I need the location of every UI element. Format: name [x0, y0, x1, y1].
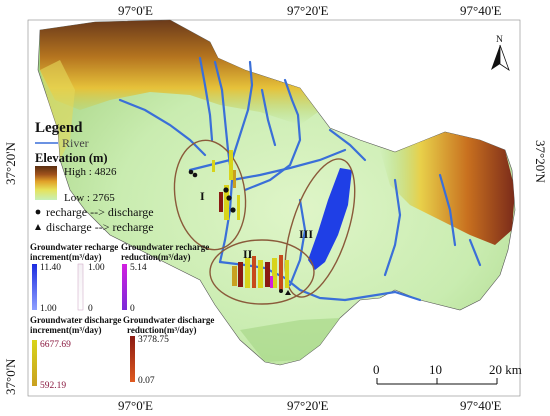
- scale-bar: 0 10 20 km: [373, 362, 522, 385]
- map-frame: [27, 19, 521, 397]
- scale-label-10: 10: [429, 362, 442, 377]
- north-arrow-icon: N: [491, 35, 510, 72]
- coord-top-3: 97°40'E: [460, 3, 502, 18]
- cb4-max: 3778.75: [138, 335, 169, 345]
- cb2-title-2: reduction(m³/day): [121, 252, 191, 262]
- lake: [308, 168, 352, 270]
- coord-top-1: 97°0'E: [118, 3, 153, 18]
- zone-1-bars: [212, 150, 240, 220]
- elevation-low: Low : 2765: [64, 192, 115, 204]
- cb1-min-b: 0: [88, 304, 93, 314]
- legend-recharge-discharge: recharge --> discharge: [46, 205, 154, 219]
- colorbar-discharge-increment: Groundwater discharge increment(m³/day) …: [30, 315, 121, 391]
- cb4-title-2: reduction(m³/day): [127, 325, 197, 335]
- cb4-title-1: Groundwater discharge: [123, 315, 214, 325]
- cb3-title-1: Groundwater discharge: [30, 315, 121, 325]
- cb3-min: 592.19: [40, 381, 66, 391]
- coord-right-1: 37°20'N: [533, 140, 548, 184]
- coord-left-1: 37°20'N: [3, 141, 18, 185]
- north-arrow-label: N: [496, 35, 503, 45]
- river-network: [118, 56, 482, 302]
- coord-top-2: 97°20'E: [287, 3, 329, 18]
- zone-2-label: II: [243, 247, 253, 261]
- legend-discharge-recharge: discharge --> recharge: [46, 220, 154, 234]
- recharge-discharge-marker-icon: [35, 209, 41, 215]
- cb2-bar: [122, 264, 127, 310]
- zone-2-bars: [232, 255, 289, 290]
- elevation-high: High : 4826: [64, 166, 117, 178]
- cb1-max-a: 11.40: [40, 263, 61, 273]
- coord-bottom-3: 97°40'E: [460, 398, 502, 413]
- zone-3-label: III: [299, 227, 313, 241]
- coordinate-labels: 97°0'E 97°20'E 97°40'E 97°0'E 97°20'E 97…: [3, 3, 548, 413]
- zone-2-outline: [209, 239, 315, 305]
- coord-bottom-1: 97°0'E: [118, 398, 153, 413]
- colorbar-recharge-reduction: Groundwater recharge reduction(m³/day) 5…: [121, 242, 209, 314]
- cb4-bar: [130, 336, 135, 382]
- cb1-blue-bar: [32, 264, 37, 310]
- zone-1-label: I: [200, 189, 205, 203]
- cb1-white-bar: [77, 263, 84, 311]
- cb2-title-1: Groundwater recharge: [121, 242, 209, 252]
- legend-river-label: River: [62, 136, 89, 150]
- basin-terrain: [37, 19, 516, 366]
- coord-bottom-2: 97°20'E: [287, 398, 329, 413]
- zone-1-outline: [173, 139, 247, 251]
- elevation-colorbar: [35, 166, 57, 200]
- cb3-bar: [32, 340, 37, 386]
- coord-left-2: 37°0'N: [3, 358, 18, 395]
- scale-label-0: 0: [373, 362, 380, 377]
- cb1-max-b: 1.00: [88, 263, 105, 273]
- cb1-title-1: Groundwater recharge: [30, 242, 118, 252]
- scale-label-20: 20 km: [489, 362, 522, 377]
- cb2-min: 0: [130, 304, 135, 314]
- colorbar-recharge-increment: Groundwater recharge increment(m³/day) 1…: [30, 242, 118, 314]
- zone-1-markers: [188, 169, 236, 213]
- colorbar-discharge-reduction: Groundwater discharge reduction(m³/day) …: [123, 315, 214, 386]
- legend-elevation-title: Elevation (m): [35, 151, 108, 165]
- cb2-max: 5.14: [130, 263, 147, 273]
- legend: Legend River Elevation (m) High : 4826 L…: [35, 120, 154, 234]
- discharge-recharge-marker-icon: [35, 224, 41, 230]
- cb4-min: 0.07: [138, 376, 155, 386]
- legend-title: Legend: [35, 120, 83, 136]
- zone-3-outline: [284, 158, 356, 298]
- cb3-max: 6677.69: [40, 340, 71, 350]
- cb3-title-2: increment(m³/day): [30, 325, 102, 335]
- cb1-min-a: 1.00: [40, 304, 57, 314]
- zone-2-markers: [279, 289, 291, 295]
- cb1-title-2: increment(m³/day): [30, 252, 102, 262]
